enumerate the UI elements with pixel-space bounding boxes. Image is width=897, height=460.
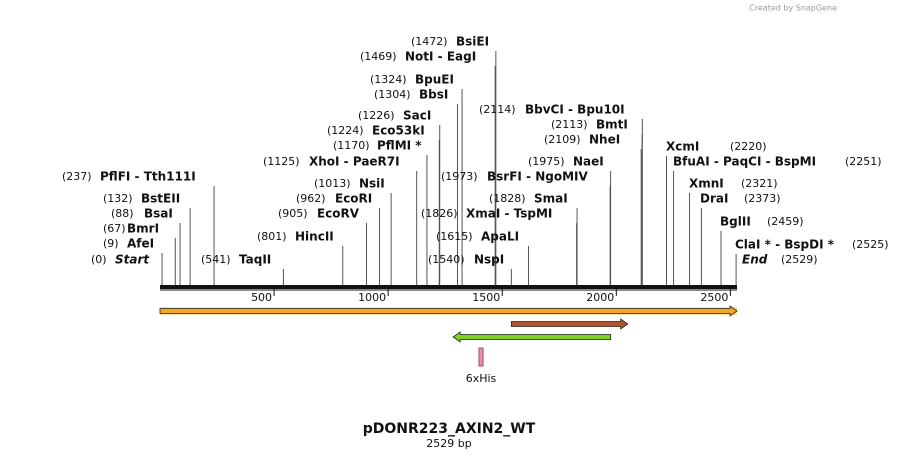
enzyme-name: XcmI: [666, 140, 699, 154]
enzyme-name: Eco53kI: [372, 124, 425, 138]
enzyme-name: BmrI: [127, 222, 159, 236]
feature: [478, 347, 484, 367]
site-label: (1224): [327, 124, 364, 137]
credit: Created by SnapGene: [749, 4, 837, 13]
site-label: (2529): [781, 253, 818, 266]
site-label: (2109): [544, 133, 581, 146]
enzyme-name: EcoRI: [335, 192, 372, 206]
tick-label: 2500: [700, 291, 728, 304]
site-label: (1540): [428, 253, 465, 266]
enzyme-name: XhoI - PaeR7I: [309, 155, 400, 169]
enzyme-name: NspI: [474, 253, 504, 267]
site-label: (1472): [411, 35, 448, 48]
site-label: (2373): [744, 192, 781, 205]
enzyme-name: XmnI: [689, 177, 724, 191]
enzyme-name: ClaI * - BspDI *: [735, 238, 835, 252]
site-label: (1170): [333, 139, 370, 152]
tick-label: 2000: [586, 291, 614, 304]
site-label: (1304): [374, 88, 411, 101]
site-label: (1125): [263, 155, 300, 168]
site-label: (2525): [852, 238, 889, 251]
site-label: (1013): [314, 177, 351, 190]
site-label: (801): [257, 230, 287, 243]
enzyme-name: NsiI: [359, 177, 385, 191]
map-title: pDONR223_AXIN2_WT: [363, 421, 536, 437]
enzyme-name: AfeI: [127, 237, 154, 251]
site-label: (962): [296, 192, 326, 205]
enzyme-name: NotI - EagI: [405, 50, 476, 64]
enzyme-name: BmtI: [596, 118, 628, 132]
enzyme-name: ApaLI: [481, 230, 519, 244]
site-label: (237): [62, 170, 92, 183]
site-label: (2220): [730, 140, 767, 153]
enzyme-name: BbsI: [419, 88, 448, 102]
site-label: (1973): [441, 170, 478, 183]
site-label: (0): [91, 253, 107, 266]
site-label: (2251): [845, 155, 882, 168]
enzyme-name: NaeI: [573, 155, 604, 169]
site-label: (132): [103, 192, 133, 205]
enzyme-name: BsiEI: [456, 35, 489, 49]
feature: [452, 331, 612, 343]
site-label: (67): [103, 222, 126, 235]
site-label: (1826): [421, 207, 458, 220]
enzyme-name: BsrFI - NgoMIV: [487, 170, 588, 184]
site-label: (2459): [767, 215, 804, 228]
site-label: (1226): [358, 109, 395, 122]
enzyme-name: BstEII: [141, 192, 180, 206]
site-label: (1615): [436, 230, 473, 243]
site-label: (2321): [741, 177, 778, 190]
enzyme-name: Start: [115, 253, 150, 267]
tick-label: 500: [251, 291, 272, 304]
site-label: (1975): [528, 155, 565, 168]
site-label: (9): [103, 237, 119, 250]
site-label: (2113): [551, 118, 588, 131]
enzyme-name: NheI: [589, 133, 620, 147]
site-label: (88): [111, 207, 134, 220]
site-label: (1828): [489, 192, 526, 205]
enzyme-name: PflFI - Tth111I: [100, 170, 196, 184]
enzyme-name: BpuEI: [415, 73, 454, 87]
enzyme-name: SacI: [403, 109, 431, 123]
feature: [510, 318, 629, 330]
enzyme-name: BsaI: [144, 207, 173, 221]
enzyme-name: BbvCI - Bpu10I: [525, 103, 625, 117]
site-label: (2114): [479, 103, 516, 116]
enzyme-name: PflMI *: [377, 139, 422, 153]
tick-label: 1000: [358, 291, 386, 304]
enzyme-name: HincII: [295, 230, 334, 244]
enzyme-name: XmaI - TspMI: [466, 207, 552, 221]
feature: [159, 305, 738, 317]
enzyme-name: DraI: [700, 192, 728, 206]
ruler: [160, 285, 737, 289]
enzyme-name: End: [742, 253, 768, 267]
site-label: (541): [201, 253, 231, 266]
tick-label: 1500: [472, 291, 500, 304]
site-label: (905): [278, 207, 308, 220]
enzyme-name: EcoRV: [317, 207, 360, 221]
enzyme-name: SmaI: [534, 192, 568, 206]
enzyme-name: BfuAI - PaqCI - BspMI: [673, 155, 816, 169]
map-length: 2529 bp: [426, 437, 471, 450]
enzyme-name: BglII: [720, 215, 751, 229]
site-label: (1324): [370, 73, 407, 86]
site-label: (1469): [360, 50, 397, 63]
enzyme-name: TaqII: [239, 253, 271, 267]
feature-label: 6xHis: [466, 372, 497, 385]
